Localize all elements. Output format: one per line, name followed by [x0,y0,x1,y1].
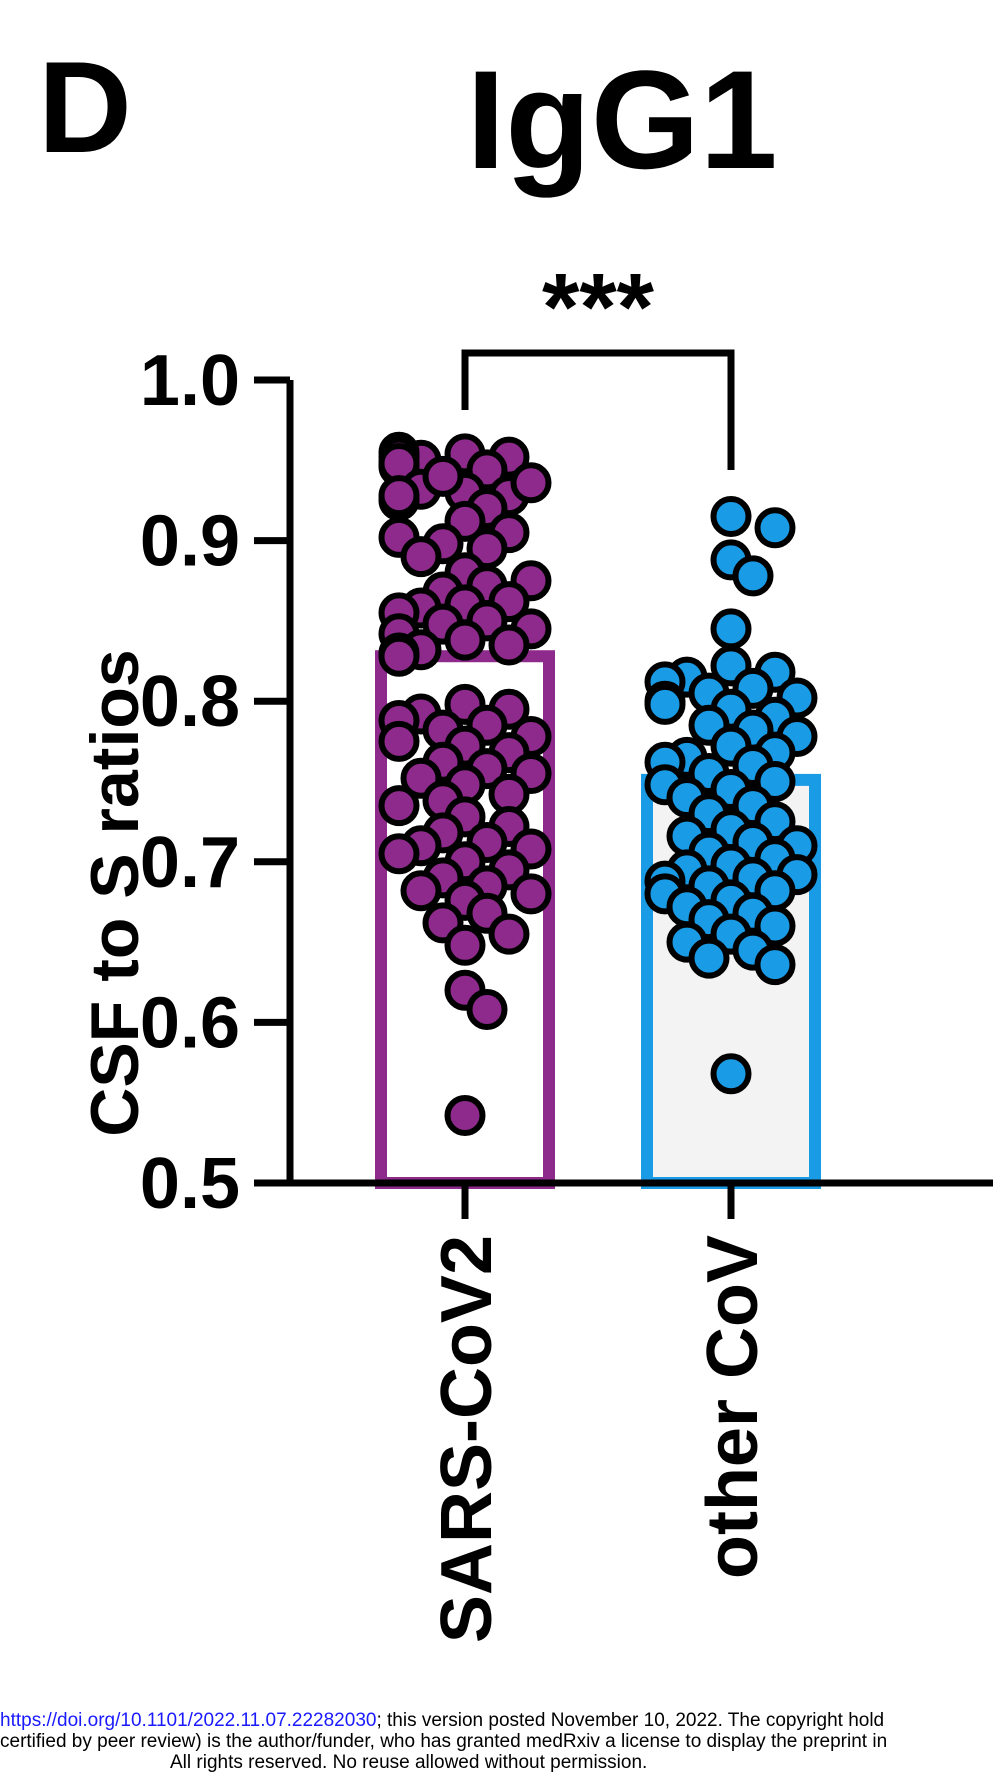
data-point [510,462,552,504]
data-point [378,635,420,677]
x-tick-label: other CoV [693,1235,773,1579]
data-point [444,1095,486,1137]
footer-line-1-text: ; this version posted November 10, 2022.… [376,1710,885,1731]
data-point [732,555,774,597]
chart-title: IgG1 [466,41,777,198]
significance-stars: *** [542,254,655,361]
data-point [378,475,420,517]
y-axis-label: CSF to S ratios [77,649,153,1136]
data-point [378,833,420,875]
y-tick-label: 0.5 [140,1144,240,1224]
footer-line-2: certified by peer review) is the author/… [0,1731,888,1752]
data-point [644,683,686,725]
y-tick-label: 0.9 [140,502,240,582]
axes: 0.5 0.6 0.7 0.8 0.9 1.0 SARS-CoV2 other CoV [140,341,993,1643]
doi-link[interactable]: https://doi.org/10.1101/2022.11.07.22282… [0,1710,377,1731]
data-point [422,455,464,497]
panel-label: D [38,34,132,180]
y-tick-label: 1.0 [140,341,240,421]
x-tick-label: SARS-CoV2 [427,1235,507,1643]
data-point [688,937,730,979]
data-point [710,496,752,538]
data-point [378,785,420,827]
data-point [444,924,486,966]
data-point [400,870,442,912]
data-point [488,913,530,955]
data-point [710,1053,752,1095]
data-point [710,608,752,650]
y-tick-label: 0.7 [140,823,240,903]
data-point [754,507,796,549]
bracket-line [461,349,735,470]
data-point [444,619,486,661]
data-point [466,989,508,1031]
y-tick-label: 0.8 [140,662,240,742]
data-point [400,536,442,578]
significance-bracket: *** [461,254,735,470]
footer-line-1: https://doi.org/10.1101/2022.11.07.22282… [0,1710,993,1731]
y-tick-label: 0.6 [140,983,240,1063]
data-point [510,873,552,915]
footer-line-3: All rights reserved. No reuse allowed wi… [170,1752,648,1773]
data-point [754,944,796,986]
data-point [378,720,420,762]
data-point [488,624,530,666]
data-points [378,431,818,1137]
